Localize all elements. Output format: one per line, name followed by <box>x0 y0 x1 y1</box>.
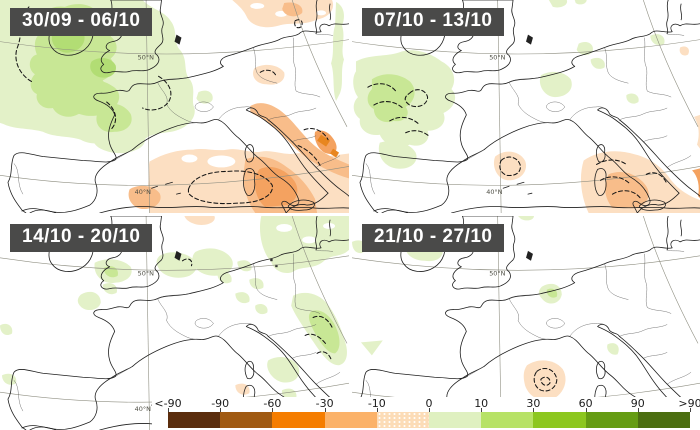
colorbar-segment <box>220 412 273 428</box>
map-canvas-week3: 50°N 40°N <box>0 216 349 430</box>
panel-title-week3: 14/10 - 20/10 <box>10 224 153 252</box>
colorbar-labels: <-90 -90 -60 -30 -10 0 10 30 60 90 >90 <box>152 397 700 412</box>
colorbar-segment <box>272 412 325 428</box>
colorbar-tick <box>481 408 483 412</box>
colorbar-label: -30 <box>315 397 334 410</box>
lat-label-40n: 40°N <box>135 188 151 196</box>
panel-title-week2: 07/10 - 13/10 <box>362 8 505 36</box>
colorbar-label: 60 <box>578 397 593 410</box>
colorbar-tick <box>533 408 535 412</box>
colorbar <box>168 412 691 428</box>
map-panel-week3: 50°N 40°N 14/10 - 20/10 <box>0 216 349 430</box>
map-canvas-week2: 50°N 40°N <box>352 0 700 213</box>
map-panel-week4: 50°N 40°N 21/10 - 27/10 <box>352 216 700 430</box>
colorbar-label: >90 <box>678 397 700 410</box>
colorbar-label: -10 <box>367 397 386 410</box>
colorbar-segment <box>429 412 482 428</box>
colorbar-label: 10 <box>474 397 489 410</box>
anomaly-regions <box>353 0 700 213</box>
colorbar-tick <box>168 408 169 412</box>
lat-label-50n: 50°N <box>489 270 505 278</box>
map-panel-week2: 50°N 40°N 07/10 - 13/10 <box>352 0 700 213</box>
colorbar-label: -90 <box>211 397 230 410</box>
colorbar-segment <box>324 412 377 428</box>
map-canvas-week1: 50°N 40°N <box>0 0 349 213</box>
lat-label-40n: 40°N <box>486 188 502 196</box>
colorbar-label: 0 <box>425 397 433 410</box>
panel-title-week1: 30/09 - 06/10 <box>10 8 153 36</box>
colorbar-segment <box>481 412 534 428</box>
colorbar-tick <box>376 408 378 412</box>
colorbar-segment <box>168 412 221 428</box>
colorbar-segment <box>585 412 638 428</box>
colorbar-label: <-90 <box>154 397 182 410</box>
colorbar-label: 90 <box>630 397 645 410</box>
colorbar-tick <box>272 408 274 412</box>
colorbar-segment <box>533 412 586 428</box>
lat-label-50n: 50°N <box>138 53 154 61</box>
colorbar-tick <box>429 408 430 412</box>
colorbar-label: -60 <box>263 397 282 410</box>
panel-title-week4: 21/10 - 27/10 <box>362 224 505 252</box>
colorbar-tick <box>637 408 639 412</box>
colorbar-tick <box>324 408 326 412</box>
colorbar-legend: <-90 -90 -60 -30 -10 0 10 30 60 90 >90 <box>152 397 700 430</box>
lat-label-50n: 50°N <box>489 53 505 61</box>
lat-label-40n: 40°N <box>135 405 151 413</box>
map-panel-week1: 50°N 40°N 30/09 - 06/10 <box>0 0 349 213</box>
significance-contours <box>181 258 334 360</box>
colorbar-label: 30 <box>526 397 541 410</box>
lat-label-50n: 50°N <box>138 270 154 278</box>
anomaly-regions <box>0 0 349 213</box>
colorbar-segment <box>637 412 691 428</box>
significance-contours <box>367 83 667 199</box>
colorbar-segment <box>376 412 430 428</box>
significance-contours <box>533 368 558 392</box>
colorbar-tick <box>220 408 222 412</box>
colorbar-tick <box>585 408 587 412</box>
colorbar-tick <box>690 408 691 412</box>
